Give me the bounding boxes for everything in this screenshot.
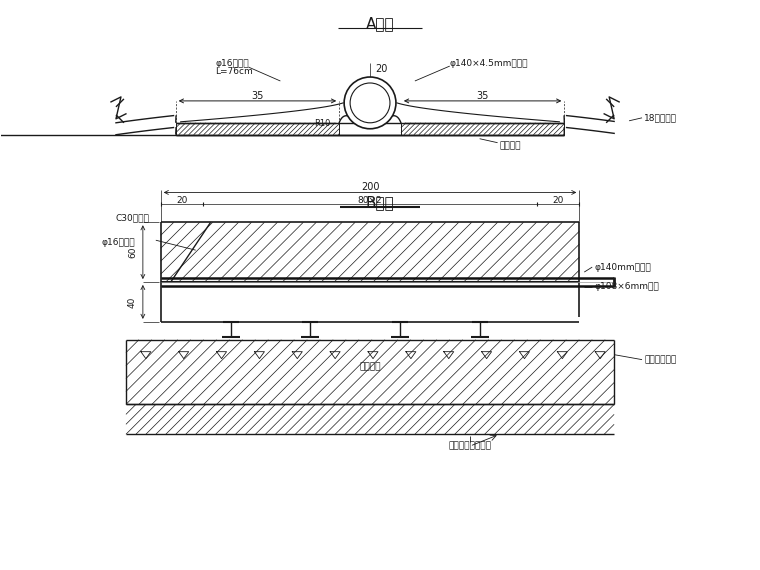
Text: L=76cm: L=76cm bbox=[216, 67, 253, 76]
Text: 隙洞初期支护衬础: 隙洞初期支护衬础 bbox=[448, 442, 491, 451]
Text: 35: 35 bbox=[252, 91, 264, 101]
Text: 200: 200 bbox=[361, 182, 379, 193]
Text: φ140mm孔口管: φ140mm孔口管 bbox=[594, 263, 651, 271]
Text: 40: 40 bbox=[128, 296, 137, 308]
Text: 双面焊接: 双面焊接 bbox=[499, 141, 521, 150]
Text: C30混护拱: C30混护拱 bbox=[116, 213, 150, 222]
Text: 80×2: 80×2 bbox=[358, 196, 382, 205]
Text: 20: 20 bbox=[176, 196, 188, 205]
Text: 35: 35 bbox=[477, 91, 489, 101]
Text: φ16固定筋: φ16固定筋 bbox=[101, 238, 135, 247]
Text: A大样: A大样 bbox=[366, 17, 394, 31]
Circle shape bbox=[344, 77, 396, 129]
Text: 20: 20 bbox=[375, 64, 388, 74]
Text: φ140×4.5mm孔口管: φ140×4.5mm孔口管 bbox=[450, 59, 528, 68]
Text: 明洞衬础: 明洞衬础 bbox=[359, 363, 381, 372]
Text: φ108×6mm钔管: φ108×6mm钔管 bbox=[594, 283, 659, 291]
Text: 18号工字销: 18号工字销 bbox=[644, 113, 677, 123]
Text: 60: 60 bbox=[128, 246, 137, 258]
Text: B大样: B大样 bbox=[366, 196, 394, 210]
Text: 隙洞初期支护: 隙洞初期支护 bbox=[644, 355, 676, 364]
Text: 20: 20 bbox=[553, 196, 564, 205]
Text: φ16固定筋: φ16固定筋 bbox=[216, 59, 249, 68]
Text: R10: R10 bbox=[314, 119, 331, 128]
